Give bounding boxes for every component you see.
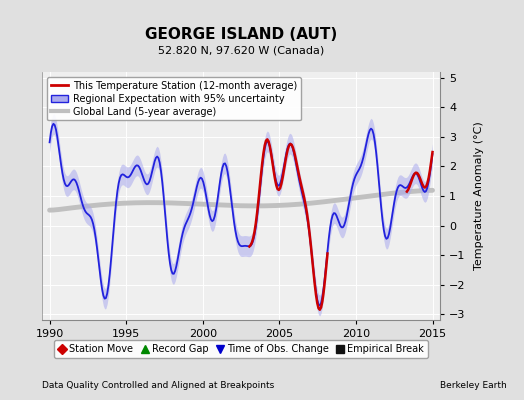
Text: Data Quality Controlled and Aligned at Breakpoints: Data Quality Controlled and Aligned at B… [42, 381, 274, 390]
Text: Berkeley Earth: Berkeley Earth [440, 381, 507, 390]
Text: GEORGE ISLAND (AUT): GEORGE ISLAND (AUT) [145, 27, 337, 42]
Text: 52.820 N, 97.620 W (Canada): 52.820 N, 97.620 W (Canada) [158, 45, 324, 55]
Legend: Station Move, Record Gap, Time of Obs. Change, Empirical Break: Station Move, Record Gap, Time of Obs. C… [54, 340, 428, 358]
Y-axis label: Temperature Anomaly (°C): Temperature Anomaly (°C) [474, 122, 484, 270]
Legend: This Temperature Station (12-month average), Regional Expectation with 95% uncer: This Temperature Station (12-month avera… [47, 77, 301, 120]
